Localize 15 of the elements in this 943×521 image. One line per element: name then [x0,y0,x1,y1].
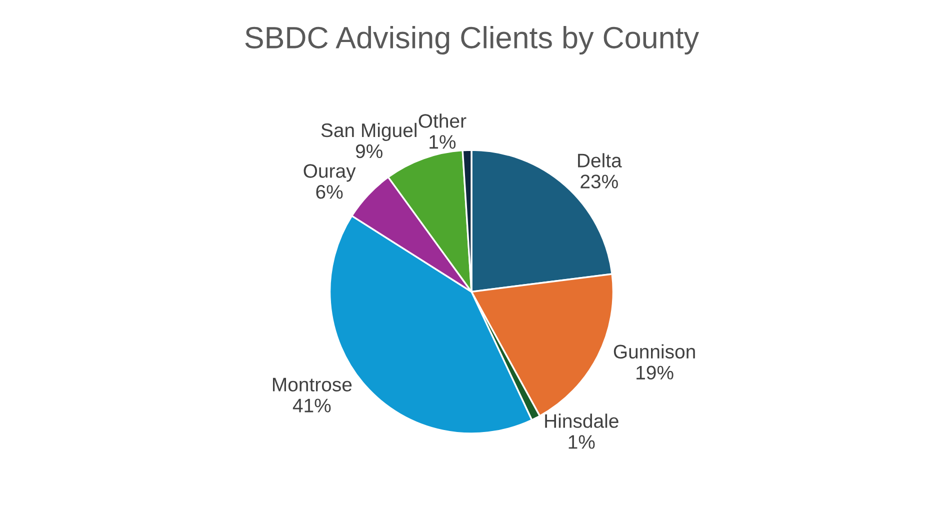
data-label: 41% [292,398,331,412]
slice-label: Delta [578,153,622,168]
data-label: 9% [356,144,382,158]
slice-label: Montrose [272,378,352,392]
slice-label: Other [418,114,466,128]
slice-label: San Miguel [321,122,416,142]
slice-label: Hinsdale [545,414,618,428]
slice-label: Gunnison [614,344,695,359]
data-label: 23% [580,174,618,188]
chart-title: SBDC Advising Clients by County [245,26,700,55]
data-label: 19% [636,366,674,380]
data-label: 1% [568,435,595,449]
data-label: 1% [430,135,456,149]
slice-label: Ouray [304,164,356,182]
data-label: 6% [316,185,343,199]
